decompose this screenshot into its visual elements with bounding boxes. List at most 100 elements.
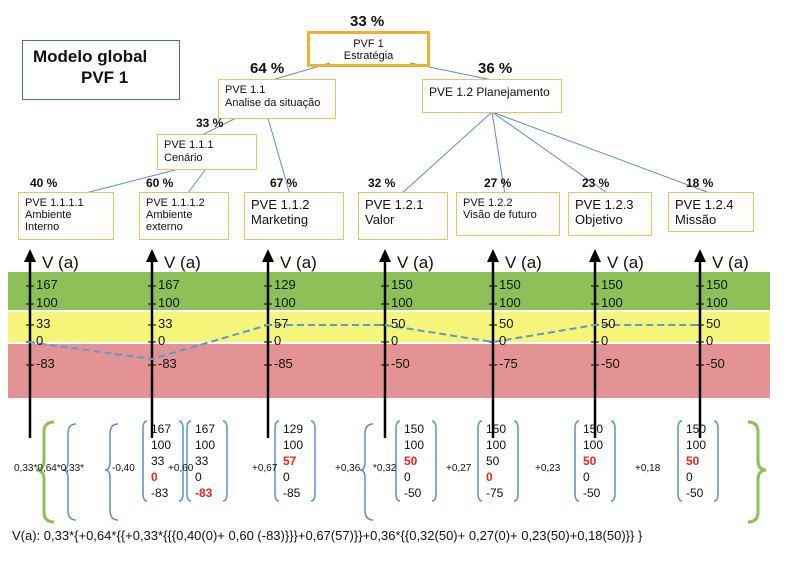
matrix-7-value-5: -50 xyxy=(686,486,704,500)
axis-4-arrow xyxy=(379,249,391,262)
axis-3-label: V (a) xyxy=(280,253,317,272)
root-line1: PVF 1 xyxy=(353,38,384,50)
matrix-2-left-bracket xyxy=(186,420,192,502)
outer-brace-right xyxy=(747,420,767,524)
matrix-1-right-bracket xyxy=(178,420,184,502)
axis-7-level-5: -50 xyxy=(706,356,725,371)
matrix-6: 150 100 50 0 -50 xyxy=(583,421,603,501)
matrix-4-value-2: 100 xyxy=(404,438,425,452)
axis-7-level-4: 0 xyxy=(706,333,714,348)
leaf-2-line3: externo xyxy=(146,221,183,233)
node-1-1-line2: Analise da situação xyxy=(225,97,321,109)
matrix-5-left-bracket xyxy=(477,420,483,502)
leaf-4-line2: Valor xyxy=(365,212,395,227)
matrix-5: 150 100 50 0 -75 xyxy=(486,421,506,501)
axis-6-level-2: 100 xyxy=(601,295,623,310)
matrix-3-value-1: 129 xyxy=(283,422,304,436)
axis-1-level-5: -83 xyxy=(36,356,55,371)
model-title: Modelo global PVF 1 xyxy=(22,40,180,100)
leaf-5-line1: PVE 1.2.2 xyxy=(463,197,513,209)
matrix-6-right-bracket xyxy=(610,420,616,502)
axis-4-level-3: 50 xyxy=(391,316,406,331)
matrix-3-value-4: 0 xyxy=(283,470,290,484)
coefficient-2: -0,40 xyxy=(112,463,135,474)
matrix-2-right-bracket xyxy=(222,420,228,502)
matrix-6-value-1: 150 xyxy=(583,422,604,436)
node-1-2-line1: PVE 1.2 Planejamento xyxy=(429,85,550,99)
coefficient-5: +0,36 xyxy=(335,463,361,474)
axis-4-level-4: 0 xyxy=(391,333,399,348)
root-percent: 33 % xyxy=(350,13,385,30)
inner-brace-2 xyxy=(104,423,119,521)
matrix-4-value-3: 50 xyxy=(404,454,418,468)
matrix-6-value-2: 100 xyxy=(583,438,604,452)
root-line2: Estratégia xyxy=(343,50,394,62)
band-red xyxy=(8,344,770,398)
node-1-1-percent: 64 % xyxy=(250,60,285,77)
matrix-5-right-bracket xyxy=(513,420,519,502)
matrix-1: 167 100 33 0 -83 xyxy=(151,421,171,501)
matrix-3-left-bracket xyxy=(274,420,280,502)
matrix-4-right-bracket xyxy=(431,420,437,502)
matrix-7-value-3: 50 xyxy=(686,454,700,468)
matrix-1-value-5: -83 xyxy=(151,486,169,500)
axis-4-level-5: -50 xyxy=(391,356,410,371)
matrix-2-value-5: -83 xyxy=(195,486,213,500)
inner-brace-3 xyxy=(359,423,374,521)
matrix-5-value-5: -75 xyxy=(486,486,504,500)
axis-3-level-1: 129 xyxy=(274,277,296,292)
leaf-6-percent: 23 % xyxy=(582,176,610,190)
axis-3-level-4: 0 xyxy=(274,333,282,348)
matrix-1-left-bracket xyxy=(142,420,148,502)
matrix-1-value-4: 0 xyxy=(151,470,158,484)
matrix-3: 129 100 57 0 -85 xyxy=(283,421,303,501)
axis-2-label: V (a) xyxy=(164,253,201,272)
matrix-7-right-bracket xyxy=(713,420,719,502)
matrix-6-value-3: 50 xyxy=(583,454,597,468)
axis-1-level-1: 167 xyxy=(36,277,58,292)
axis-7-level-1: 150 xyxy=(706,277,728,292)
axis-1-level-4: 0 xyxy=(36,333,44,348)
node-1-1-1-line1: PVE 1.1.1 xyxy=(164,139,214,151)
axis-6-level-4: 0 xyxy=(601,333,609,348)
node-1-1: PVE 1.1 Analise da situação xyxy=(218,79,336,119)
leaf-3: PVE 1.1.2 Marketing xyxy=(244,192,344,240)
node-1-1-1-line2: Cenário xyxy=(164,152,203,164)
matrix-braces xyxy=(35,420,767,524)
matrix-3-value-5: -85 xyxy=(283,486,301,500)
matrix-7-value-1: 150 xyxy=(686,422,707,436)
axis-1-level-2: 100 xyxy=(36,295,58,310)
matrix-7-left-bracket xyxy=(677,420,683,502)
node-1-2: PVE 1.2 Planejamento xyxy=(422,79,562,113)
leaf-1: PVE 1.1.1.1 Ambiente Interno xyxy=(18,192,114,240)
leaf-7: PVE 1.2.4 Missão xyxy=(668,192,754,232)
matrix-4-left-bracket xyxy=(395,420,401,502)
axis-5-arrow xyxy=(487,249,499,262)
node-1-1-1-percent: 33 % xyxy=(196,116,224,130)
axis-5-level-2: 100 xyxy=(499,295,521,310)
matrix-3-value-3: 57 xyxy=(283,454,297,468)
coefficient-1: 0,33*0,64*0,33* xyxy=(14,463,85,474)
leaf-1-line3: Interno xyxy=(25,221,60,233)
axis-6-arrow xyxy=(589,249,601,262)
matrix-2: 167 100 33 0 -83 xyxy=(195,421,215,501)
matrix-7: 150 100 50 0 -50 xyxy=(686,421,706,501)
leaf-5: PVE 1.2.2 Visão de futuro xyxy=(456,192,560,236)
axis-3-level-5: -85 xyxy=(274,356,293,371)
coefficient-9: +0,18 xyxy=(635,463,661,474)
root-node: PVF 1 Estratégia xyxy=(307,31,430,67)
axis-3-level-2: 100 xyxy=(274,295,296,310)
axis-2-level-2: 100 xyxy=(158,295,180,310)
axis-6-label: V (a) xyxy=(607,253,644,272)
matrix-3-value-2: 100 xyxy=(283,438,304,452)
matrix-2-value-3: 33 xyxy=(195,454,209,468)
axis-4-level-2: 100 xyxy=(391,295,413,310)
leaf-4: PVE 1.2.1 Valor xyxy=(358,192,448,240)
matrix-5-value-2: 100 xyxy=(486,438,507,452)
axis-5-level-5: -75 xyxy=(499,356,518,371)
axis-2-level-1: 167 xyxy=(158,277,180,292)
global-formula: V(a): 0,33*{+0,64*{{+0,33*{{{0,40(0)+ 0,… xyxy=(12,528,643,543)
leaf-1-line1: PVE 1.1.1.1 xyxy=(25,197,84,209)
band-yellow xyxy=(8,312,770,342)
